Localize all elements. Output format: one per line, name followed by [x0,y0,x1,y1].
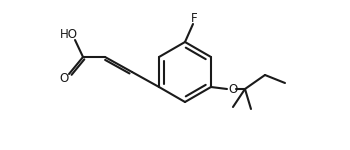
Text: HO: HO [60,27,78,40]
Text: O: O [60,72,69,84]
Text: O: O [228,82,238,96]
Text: F: F [191,12,197,26]
